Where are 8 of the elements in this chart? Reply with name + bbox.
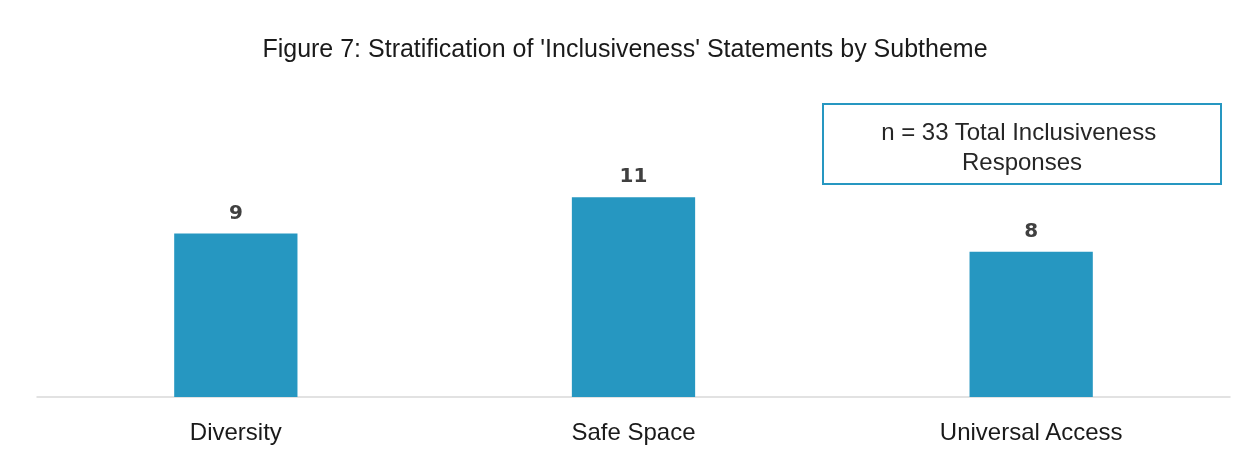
chart-title: Figure 7: Stratification of 'Inclusiveness' Statements by Subtheme <box>262 33 988 62</box>
x-tick-label: Safe Space <box>571 417 696 445</box>
x-tick-label: Universal Access <box>939 417 1123 445</box>
data-label: 9 <box>228 199 243 224</box>
x-tick-label: Diversity <box>189 417 282 445</box>
text: n = 33 Total Inclusiveness Responses <box>881 117 1163 175</box>
data-label: 8 <box>1024 217 1039 242</box>
data-label: 11 <box>619 163 648 188</box>
